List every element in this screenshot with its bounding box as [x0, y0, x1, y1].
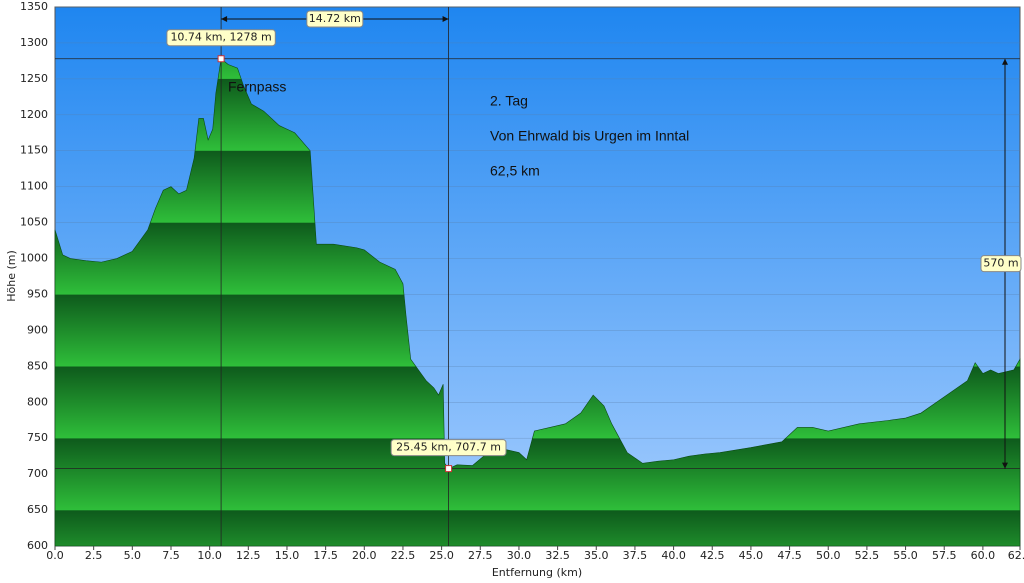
y-tick-label: 1250	[20, 72, 48, 85]
distance-label-box	[306, 10, 364, 28]
x-tick-label: 60.0	[971, 549, 996, 562]
marker-point	[445, 465, 453, 473]
x-tick-label: 10.0	[197, 549, 222, 562]
y-tick-label: 700	[27, 467, 48, 480]
x-tick-label: 50.0	[816, 549, 841, 562]
annotation: Von Ehrwald bis Urgen im Inntal	[490, 128, 689, 144]
x-tick-label: 45.0	[739, 549, 764, 562]
x-tick-label: 62.4	[1008, 549, 1024, 562]
y-tick-label: 1300	[20, 36, 48, 49]
annotation: 2. Tag	[490, 93, 528, 109]
x-tick-label: 32.5	[545, 549, 570, 562]
x-tick-label: 30.0	[507, 549, 532, 562]
x-tick-label: 47.5	[777, 549, 802, 562]
x-tick-label: 27.5	[468, 549, 493, 562]
y-tick-label: 900	[27, 323, 48, 336]
x-tick-label: 25.0	[429, 549, 454, 562]
y-tick-label: 1200	[20, 108, 48, 121]
x-tick-label: 17.5	[313, 549, 338, 562]
y-tick-label: 1000	[20, 252, 48, 265]
x-tick-label: 37.5	[623, 549, 648, 562]
x-tick-label: 55.0	[893, 549, 918, 562]
x-tick-label: 57.5	[932, 549, 957, 562]
x-tick-label: 12.5	[236, 549, 261, 562]
marker-point	[217, 55, 225, 63]
x-axis-label: Entfernung (km)	[492, 566, 582, 579]
y-tick-label: 950	[27, 287, 48, 300]
x-tick-label: 7.5	[162, 549, 180, 562]
x-tick-label: 42.5	[700, 549, 725, 562]
y-tick-label: 650	[27, 503, 48, 516]
x-tick-label: 2.5	[85, 549, 103, 562]
elevation-area	[54, 58, 1021, 547]
y-axis-label: Höhe (m)	[5, 250, 18, 302]
x-tick-label: 0.0	[46, 549, 64, 562]
x-tick-label: 35.0	[584, 549, 609, 562]
marker-label: 25.45 km, 707.7 m	[396, 441, 501, 454]
y-tick-label: 1100	[20, 180, 48, 193]
y-tick-label: 1050	[20, 216, 48, 229]
y-tick-label: 800	[27, 395, 48, 408]
x-tick-label: 15.0	[275, 549, 300, 562]
x-tick-label: 52.5	[855, 549, 880, 562]
height-label-box	[980, 255, 1022, 273]
y-tick-label: 1350	[20, 0, 48, 13]
annotation: 62,5 km	[490, 163, 540, 179]
x-tick-label: 40.0	[661, 549, 686, 562]
y-tick-label: 750	[27, 431, 48, 444]
y-tick-label: 850	[27, 359, 48, 372]
distance-label: 14.72 km	[309, 12, 361, 25]
x-tick-label: 20.0	[352, 549, 377, 562]
y-tick-label: 1150	[20, 144, 48, 157]
x-tick-label: 5.0	[124, 549, 142, 562]
y-tick-label: 600	[27, 539, 48, 552]
x-tick-label: 22.5	[391, 549, 416, 562]
marker-label-box	[390, 439, 507, 457]
annotation: Fernpass	[228, 79, 286, 95]
marker-label-box	[166, 29, 276, 47]
marker-label: 10.74 km, 1278 m	[170, 31, 271, 44]
height-label: 570 m	[983, 257, 1018, 270]
